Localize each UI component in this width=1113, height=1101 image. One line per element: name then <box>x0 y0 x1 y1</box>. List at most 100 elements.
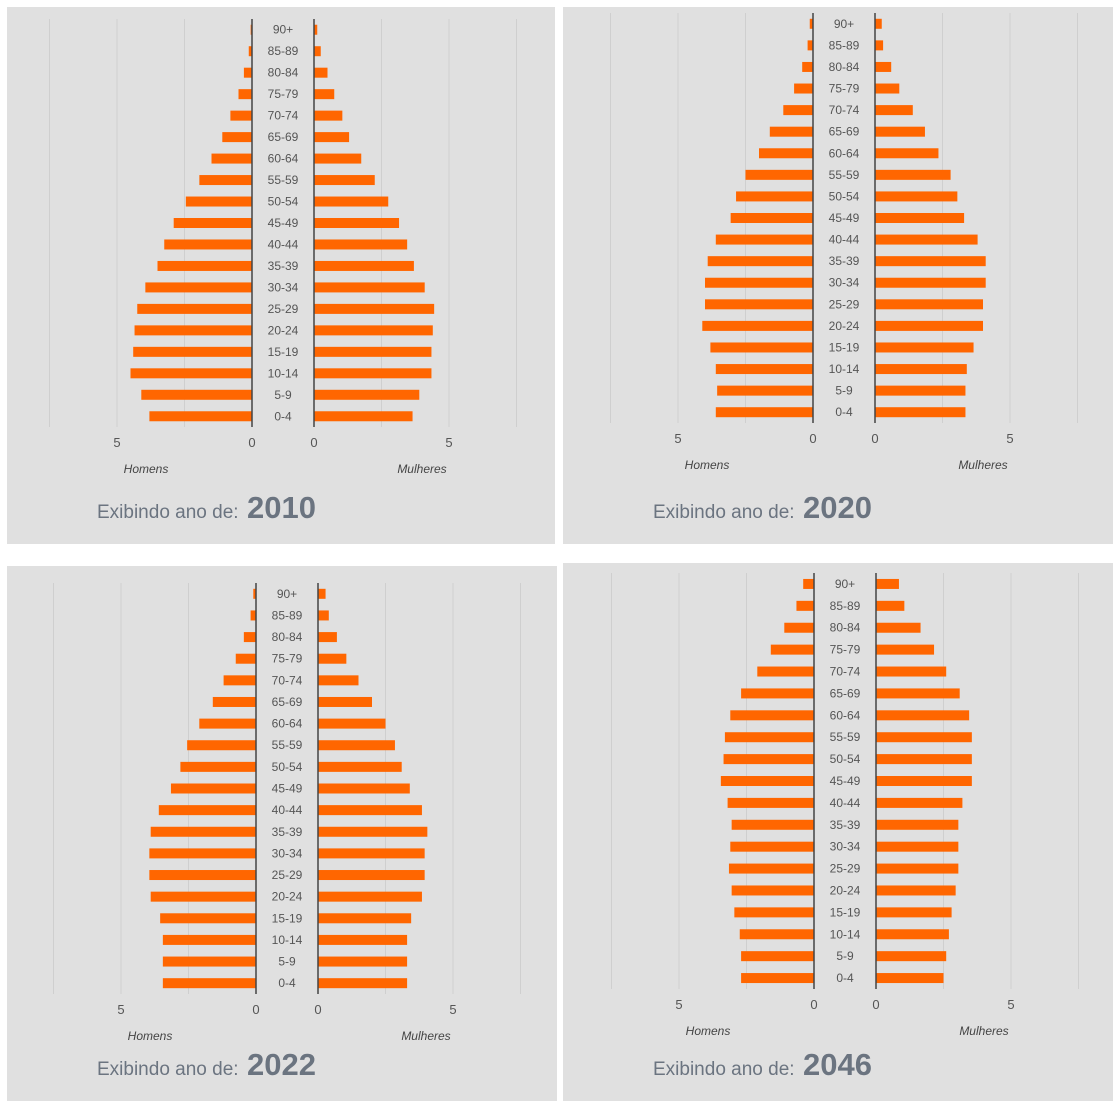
age-label: 60-64 <box>272 717 303 731</box>
tick-label-right: 5 <box>449 1002 456 1017</box>
bar-homens <box>783 105 813 116</box>
bar-mulheres <box>318 934 408 945</box>
age-label: 40-44 <box>272 803 303 817</box>
bar-mulheres <box>314 389 420 400</box>
caption-year: 2046 <box>803 1047 872 1082</box>
bar-homens <box>157 260 252 271</box>
age-label: 45-49 <box>268 216 299 230</box>
age-label: 90+ <box>273 23 293 37</box>
bar-homens <box>141 389 252 400</box>
bar-homens <box>149 411 252 422</box>
year-caption: Exibindo ano de: 2010 <box>97 490 316 526</box>
year-caption: Exibindo ano de: 2046 <box>653 1047 872 1083</box>
bar-homens <box>730 841 814 852</box>
bar-homens <box>137 303 252 314</box>
bar-mulheres <box>318 783 410 794</box>
bar-mulheres <box>318 740 395 751</box>
bar-mulheres <box>876 973 944 984</box>
bar-homens <box>187 740 256 751</box>
caption-year: 2022 <box>247 1047 316 1082</box>
bar-homens <box>730 710 814 721</box>
bar-mulheres <box>875 126 925 137</box>
age-label: 90+ <box>835 577 855 591</box>
age-label: 70-74 <box>268 109 299 123</box>
bar-mulheres <box>314 282 425 293</box>
age-label: 55-59 <box>268 173 299 187</box>
age-label: 80-84 <box>829 60 860 74</box>
age-label: 65-69 <box>830 686 861 700</box>
age-label: 5-9 <box>836 949 854 963</box>
pyramid-panel-2020: 90+ 85-89 80-84 75-79 70-74 65-69 60-64 55-59 50… <box>563 7 1113 544</box>
age-label: 45-49 <box>829 211 860 225</box>
bar-homens <box>715 407 813 418</box>
legend-homens: Homens <box>124 462 169 476</box>
bar-mulheres <box>876 929 949 940</box>
bar-homens <box>253 588 256 599</box>
bar-homens <box>739 929 814 940</box>
tick-label-right: 5 <box>445 435 452 450</box>
bar-homens <box>809 18 813 29</box>
bar-homens <box>162 934 256 945</box>
bar-mulheres <box>318 718 386 729</box>
bar-mulheres <box>875 61 892 72</box>
bar-mulheres <box>875 385 966 396</box>
age-label: 10-14 <box>272 933 303 947</box>
bar-homens <box>248 46 252 57</box>
bar-homens <box>707 256 813 267</box>
age-label: 25-29 <box>830 862 861 876</box>
bar-homens <box>770 644 814 655</box>
age-label: 0-4 <box>835 405 853 419</box>
bar-homens <box>150 826 256 837</box>
bar-mulheres <box>875 105 913 116</box>
age-label: 10-14 <box>830 927 861 941</box>
bar-homens <box>723 754 814 765</box>
bar-mulheres <box>875 169 951 180</box>
bar-homens <box>164 239 252 250</box>
age-label: 25-29 <box>272 868 303 882</box>
bar-homens <box>757 666 814 677</box>
bar-mulheres <box>876 776 972 786</box>
bar-mulheres <box>314 325 433 336</box>
bar-homens <box>223 675 256 686</box>
bar-mulheres <box>314 260 414 271</box>
age-label: 70-74 <box>830 665 861 679</box>
age-label: 45-49 <box>830 774 861 788</box>
bar-mulheres <box>875 320 983 331</box>
age-label: 15-19 <box>830 905 861 919</box>
bar-mulheres <box>318 675 359 686</box>
tick-label-right: 5 <box>1006 431 1013 446</box>
age-label: 10-14 <box>268 366 299 380</box>
bar-homens <box>734 907 814 918</box>
age-label: 25-29 <box>829 297 860 311</box>
bar-homens <box>705 299 813 310</box>
caption-label: Exibindo ano de: <box>653 502 795 523</box>
age-label: 65-69 <box>268 130 299 144</box>
bar-mulheres <box>875 299 983 310</box>
bar-mulheres <box>314 153 362 164</box>
bar-homens <box>235 653 256 664</box>
bar-mulheres <box>876 622 921 633</box>
bar-homens <box>134 325 252 336</box>
tick-label-left: 0 <box>248 435 255 450</box>
bar-mulheres <box>318 696 372 707</box>
age-label: 20-24 <box>830 883 861 897</box>
population-pyramid-chart: 90+85-8980-8475-7970-7465-6960-6455-5950… <box>53 583 521 1043</box>
bar-homens <box>211 153 252 164</box>
legend-homens: Homens <box>686 1024 731 1038</box>
bar-homens <box>170 783 256 794</box>
bar-homens <box>243 632 256 643</box>
bar-homens <box>803 578 814 589</box>
bar-homens <box>180 761 256 772</box>
bar-homens <box>741 688 814 699</box>
bar-homens <box>702 320 813 331</box>
age-label: 70-74 <box>829 103 860 117</box>
bar-mulheres <box>314 110 343 121</box>
pyramid-panel-2022: 90+ 85-89 80-84 75-79 70-74 65-69 60-64 55-59 50… <box>7 566 557 1101</box>
legend-homens: Homens <box>128 1029 173 1043</box>
bar-mulheres <box>314 368 432 379</box>
bar-homens <box>741 973 814 984</box>
bar-mulheres <box>876 644 935 655</box>
bar-mulheres <box>876 732 972 743</box>
age-label: 5-9 <box>274 388 292 402</box>
population-pyramid-chart: 90+85-8980-8475-7970-7465-6960-6455-5950… <box>49 19 517 476</box>
